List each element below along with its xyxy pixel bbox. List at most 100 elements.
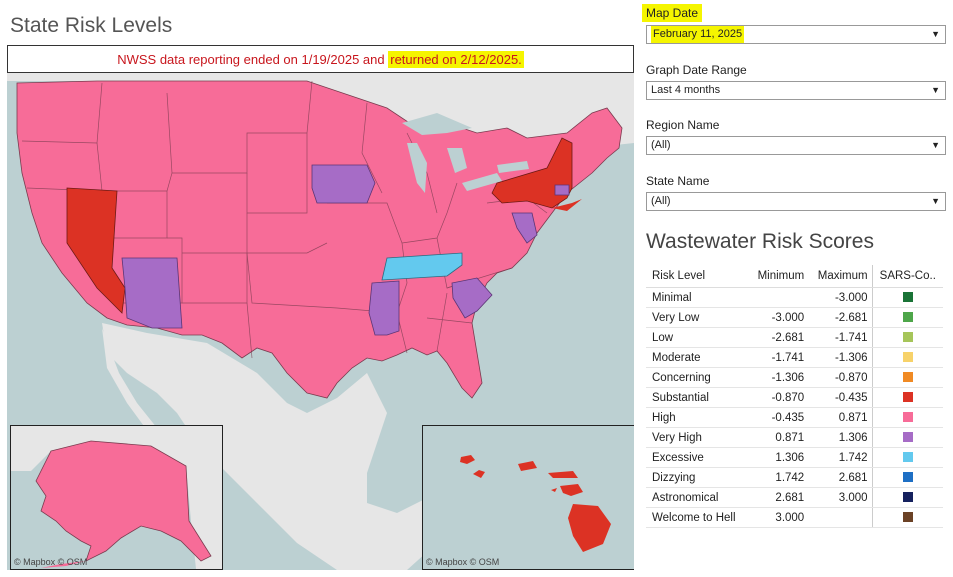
legend-row[interactable]: Substantial -0.870 -0.435	[646, 387, 943, 408]
legend-minimum: -0.870	[748, 387, 809, 408]
legend-row[interactable]: Astronomical 2.681 3.000	[646, 487, 943, 508]
legend-color-cell	[871, 467, 943, 488]
region-name-label: Region Name	[646, 118, 720, 132]
legend-minimum: -2.681	[748, 327, 809, 348]
state-connecticut	[554, 184, 570, 196]
legend-maximum: -3.000	[808, 287, 873, 308]
legend-color-swatch	[902, 292, 913, 303]
state-new-york	[491, 137, 573, 209]
legend-minimum: -0.435	[748, 407, 809, 428]
legend-minimum	[748, 287, 809, 308]
legend-minimum: 2.681	[748, 487, 809, 508]
col-sars-cov[interactable]: SARS-Co..	[871, 265, 943, 288]
legend-maximum: -0.870	[808, 367, 873, 388]
legend-row[interactable]: Concerning -1.306 -0.870	[646, 367, 943, 388]
state-name-select[interactable]: (All) ▼	[646, 192, 946, 211]
state-hawaii-lanai	[551, 488, 557, 492]
legend-row[interactable]: Excessive 1.306 1.742	[646, 447, 943, 468]
chevron-down-icon: ▼	[931, 85, 940, 95]
col-maximum[interactable]: Maximum	[808, 265, 873, 288]
hawaii-inset[interactable]: © Mapbox © OSM	[422, 425, 634, 570]
alaska-inset[interactable]: © Mapbox © OSM	[10, 425, 223, 570]
attribution-osm[interactable]: © OSM	[469, 557, 500, 567]
state-iowa	[311, 164, 376, 204]
page-title: State Risk Levels	[10, 14, 173, 37]
legend-minimum: 0.871	[748, 427, 809, 448]
legend-color-swatch	[902, 472, 913, 483]
legend-risk-level: Very Low	[646, 307, 749, 328]
legend-maximum: -1.306	[808, 347, 873, 368]
attribution-mapbox[interactable]: © Mapbox	[426, 557, 468, 567]
legend-maximum: 0.871	[808, 407, 873, 428]
state-hawaii-oahu2	[518, 461, 537, 471]
notice-text-start: NWSS data reporting ended on 1/19/2025 a…	[117, 52, 389, 67]
legend-maximum: 3.000	[808, 487, 873, 508]
map-date-select[interactable]: February 11, 2025 ▼	[646, 25, 946, 44]
legend-color-swatch	[902, 512, 913, 523]
legend-minimum: -3.000	[748, 307, 809, 328]
legend-color-cell	[871, 287, 943, 308]
legend-color-swatch	[902, 372, 913, 383]
graph-date-range-select[interactable]: Last 4 months ▼	[646, 81, 946, 100]
legend-header-row: Risk Level Minimum Maximum SARS-Co..	[646, 265, 943, 288]
legend-color-cell	[871, 307, 943, 328]
legend-color-cell	[871, 427, 943, 448]
map-date-label: Map Date	[642, 4, 703, 22]
state-hawaii-oahu	[473, 470, 485, 478]
chevron-down-icon: ▼	[931, 196, 940, 206]
state-hawaii-kauai	[460, 455, 475, 464]
legend-maximum: -0.435	[808, 387, 873, 408]
state-hawaii-maui	[560, 484, 583, 496]
attribution-osm[interactable]: © OSM	[57, 557, 88, 567]
attribution-mapbox[interactable]: © Mapbox	[14, 557, 56, 567]
legend-row[interactable]: Dizzying 1.742 2.681	[646, 467, 943, 488]
legend-color-swatch	[902, 392, 913, 403]
legend-row[interactable]: Welcome to Hell 3.000	[646, 507, 943, 528]
legend-risk-level: Concerning	[646, 367, 749, 388]
legend-risk-level: High	[646, 407, 749, 428]
col-minimum[interactable]: Minimum	[748, 265, 809, 288]
state-alaska	[35, 440, 212, 562]
legend-maximum: 2.681	[808, 467, 873, 488]
region-name-select[interactable]: (All) ▼	[646, 136, 946, 155]
legend-risk-level: Excessive	[646, 447, 749, 468]
legend-row[interactable]: Very High 0.871 1.306	[646, 427, 943, 448]
legend-color-cell	[871, 487, 943, 508]
legend-color-cell	[871, 447, 943, 468]
legend-color-cell	[871, 507, 943, 528]
legend-color-cell	[871, 347, 943, 368]
legend-color-cell	[871, 367, 943, 388]
legend-row[interactable]: Very Low -3.000 -2.681	[646, 307, 943, 328]
legend-risk-level: Low	[646, 327, 749, 348]
legend-minimum: 1.306	[748, 447, 809, 468]
legend-color-swatch	[902, 412, 913, 423]
col-risk-level[interactable]: Risk Level	[646, 265, 749, 288]
wastewater-risk-title: Wastewater Risk Scores	[646, 230, 874, 253]
legend-risk-level: Very High	[646, 427, 749, 448]
notice-banner: NWSS data reporting ended on 1/19/2025 a…	[7, 45, 634, 73]
state-tennessee	[381, 252, 463, 281]
legend-color-swatch	[902, 312, 913, 323]
legend-minimum: -1.306	[748, 367, 809, 388]
chevron-down-icon: ▼	[931, 29, 940, 39]
legend-minimum: 1.742	[748, 467, 809, 488]
legend-risk-level: Dizzying	[646, 467, 749, 488]
state-south-carolina	[451, 277, 493, 319]
legend-risk-level: Moderate	[646, 347, 749, 368]
legend-color-swatch	[902, 492, 913, 503]
legend-color-cell	[871, 407, 943, 428]
legend-row[interactable]: Moderate -1.741 -1.306	[646, 347, 943, 368]
state-mississippi	[368, 280, 400, 336]
legend-risk-level: Substantial	[646, 387, 749, 408]
state-name-label: State Name	[646, 174, 710, 188]
legend-maximum: -2.681	[808, 307, 873, 328]
graph-date-range-value: Last 4 months	[651, 84, 721, 96]
legend-row[interactable]: Low -2.681 -1.741	[646, 327, 943, 348]
legend-row[interactable]: High -0.435 0.871	[646, 407, 943, 428]
state-risk-map[interactable]: © Mapbox © OSM © Mapbox © OSM	[7, 73, 634, 570]
state-name-value: (All)	[651, 195, 671, 207]
legend-color-swatch	[902, 352, 913, 363]
legend-color-cell	[871, 387, 943, 408]
legend-row[interactable]: Minimal -3.000	[646, 287, 943, 308]
legend-minimum: -1.741	[748, 347, 809, 368]
